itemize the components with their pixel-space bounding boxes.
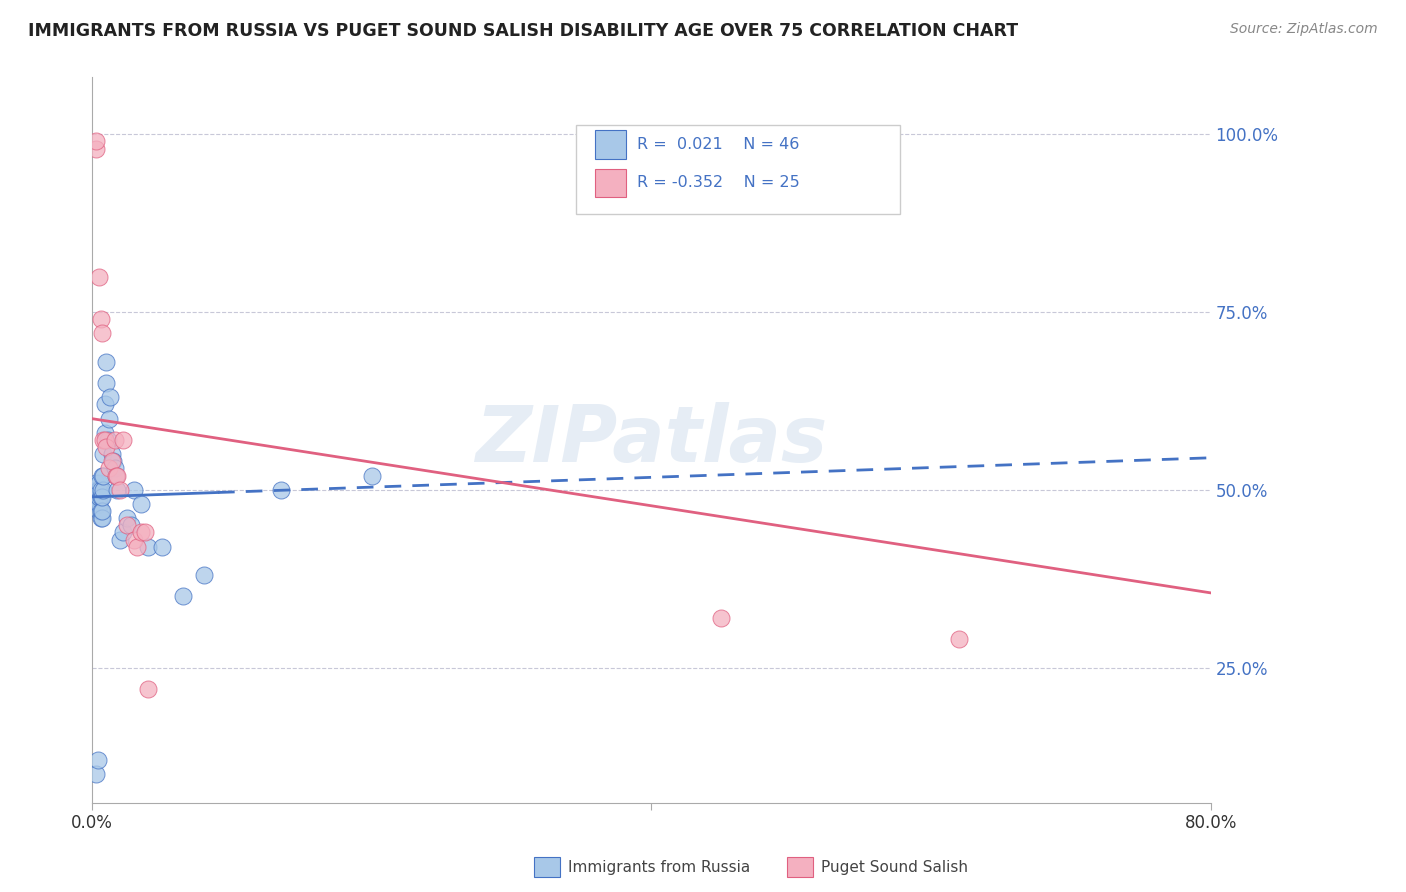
Point bbox=[122, 483, 145, 497]
Text: IMMIGRANTS FROM RUSSIA VS PUGET SOUND SALISH DISABILITY AGE OVER 75 CORRELATION : IMMIGRANTS FROM RUSSIA VS PUGET SOUND SA… bbox=[28, 22, 1018, 40]
Point bbox=[90, 504, 112, 518]
Point bbox=[96, 355, 118, 369]
Point bbox=[115, 518, 138, 533]
Point bbox=[93, 483, 115, 497]
Point bbox=[97, 411, 120, 425]
Point bbox=[91, 468, 114, 483]
Point bbox=[96, 433, 118, 447]
Point bbox=[94, 433, 117, 447]
Point bbox=[91, 326, 114, 341]
Point bbox=[87, 483, 110, 497]
Point bbox=[87, 753, 110, 767]
Point bbox=[91, 504, 114, 518]
Point bbox=[134, 525, 156, 540]
Point bbox=[87, 490, 110, 504]
Point bbox=[90, 490, 112, 504]
Point bbox=[90, 312, 112, 326]
Text: Source: ZipAtlas.com: Source: ZipAtlas.com bbox=[1230, 22, 1378, 37]
Point bbox=[93, 433, 115, 447]
Text: R = -0.352    N = 25: R = -0.352 N = 25 bbox=[637, 176, 800, 190]
Point bbox=[108, 533, 131, 547]
Point bbox=[150, 540, 173, 554]
Point bbox=[360, 468, 382, 483]
Point bbox=[86, 142, 108, 156]
Point bbox=[91, 490, 114, 504]
Point bbox=[129, 497, 152, 511]
Point bbox=[105, 483, 128, 497]
Point bbox=[86, 767, 108, 781]
Point bbox=[100, 454, 122, 468]
Point bbox=[193, 568, 215, 582]
Point bbox=[948, 632, 970, 646]
Text: ZIPatlas: ZIPatlas bbox=[475, 402, 828, 478]
Point bbox=[86, 483, 108, 497]
Point bbox=[91, 511, 114, 525]
Point bbox=[89, 483, 111, 497]
Point bbox=[103, 433, 125, 447]
Point bbox=[96, 440, 118, 454]
Point bbox=[172, 590, 194, 604]
Text: R =  0.021    N = 46: R = 0.021 N = 46 bbox=[637, 137, 799, 152]
Point bbox=[104, 468, 127, 483]
Point bbox=[105, 468, 128, 483]
Point bbox=[270, 483, 292, 497]
Point bbox=[97, 461, 120, 475]
Point bbox=[89, 504, 111, 518]
Point bbox=[122, 533, 145, 547]
Point bbox=[136, 681, 159, 696]
Point bbox=[125, 540, 148, 554]
Point bbox=[90, 483, 112, 497]
Point bbox=[98, 390, 121, 404]
Point bbox=[129, 525, 152, 540]
Point bbox=[89, 490, 111, 504]
Point bbox=[710, 611, 733, 625]
Point bbox=[115, 511, 138, 525]
Point bbox=[100, 447, 122, 461]
Text: Immigrants from Russia: Immigrants from Russia bbox=[568, 860, 751, 874]
Point bbox=[136, 540, 159, 554]
Point bbox=[111, 433, 134, 447]
Point bbox=[87, 497, 110, 511]
Point bbox=[120, 518, 142, 533]
Point bbox=[86, 135, 108, 149]
Point bbox=[96, 376, 118, 391]
Point bbox=[84, 490, 107, 504]
Point bbox=[94, 397, 117, 411]
Point bbox=[93, 447, 115, 461]
Point bbox=[111, 525, 134, 540]
Point bbox=[101, 454, 124, 468]
Point bbox=[94, 425, 117, 440]
Point bbox=[86, 475, 108, 490]
Point bbox=[89, 269, 111, 284]
Point bbox=[89, 475, 111, 490]
Point bbox=[90, 511, 112, 525]
Point bbox=[108, 483, 131, 497]
Text: Puget Sound Salish: Puget Sound Salish bbox=[821, 860, 969, 874]
Point bbox=[104, 468, 127, 483]
Point bbox=[93, 468, 115, 483]
Point bbox=[89, 497, 111, 511]
Point bbox=[103, 461, 125, 475]
